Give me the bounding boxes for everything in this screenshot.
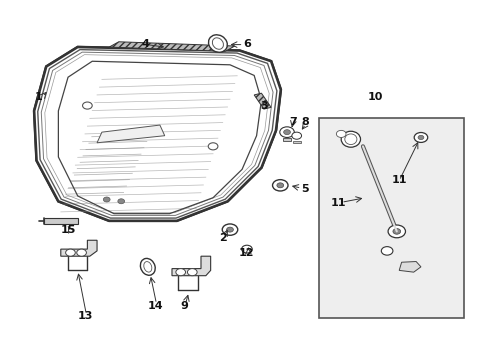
- Ellipse shape: [341, 131, 360, 147]
- Text: 14: 14: [147, 301, 163, 311]
- Circle shape: [283, 130, 290, 135]
- Circle shape: [187, 269, 197, 276]
- Text: 11: 11: [330, 198, 346, 208]
- Text: 13: 13: [77, 311, 92, 321]
- Polygon shape: [283, 138, 290, 141]
- Circle shape: [118, 199, 124, 204]
- Circle shape: [77, 249, 86, 256]
- Text: 9: 9: [180, 301, 187, 311]
- Circle shape: [276, 183, 283, 188]
- Circle shape: [241, 245, 252, 253]
- Circle shape: [279, 127, 294, 138]
- Ellipse shape: [208, 35, 227, 52]
- Text: 12: 12: [239, 248, 254, 258]
- Circle shape: [381, 247, 392, 255]
- Circle shape: [208, 143, 218, 150]
- Circle shape: [176, 269, 185, 276]
- Text: 6: 6: [243, 39, 250, 49]
- Polygon shape: [398, 261, 420, 272]
- Text: 5: 5: [301, 184, 308, 194]
- Text: 4: 4: [141, 39, 149, 49]
- Ellipse shape: [140, 258, 155, 275]
- Polygon shape: [97, 125, 164, 143]
- Polygon shape: [61, 240, 97, 256]
- Circle shape: [392, 229, 400, 234]
- Text: 2: 2: [219, 234, 226, 243]
- Text: 15: 15: [60, 225, 76, 235]
- Text: 11: 11: [391, 175, 406, 185]
- Ellipse shape: [344, 134, 356, 145]
- Text: 3: 3: [260, 100, 267, 111]
- Ellipse shape: [212, 38, 223, 49]
- Circle shape: [417, 135, 423, 140]
- Circle shape: [336, 130, 346, 138]
- Polygon shape: [254, 93, 270, 109]
- Circle shape: [103, 197, 110, 202]
- Text: 1: 1: [35, 92, 43, 102]
- Circle shape: [272, 180, 287, 191]
- Circle shape: [291, 132, 301, 139]
- Polygon shape: [34, 47, 280, 221]
- Circle shape: [226, 227, 233, 232]
- Circle shape: [387, 225, 405, 238]
- Polygon shape: [292, 141, 300, 144]
- Polygon shape: [172, 256, 210, 276]
- Circle shape: [65, 249, 75, 256]
- Bar: [44, 218, 78, 224]
- Circle shape: [222, 224, 237, 235]
- Bar: [319, 118, 464, 318]
- Text: 8: 8: [301, 117, 308, 126]
- Circle shape: [413, 132, 427, 143]
- Circle shape: [82, 102, 92, 109]
- Polygon shape: [109, 42, 234, 51]
- Text: 10: 10: [366, 92, 382, 102]
- Ellipse shape: [143, 262, 151, 272]
- Text: 7: 7: [288, 117, 296, 126]
